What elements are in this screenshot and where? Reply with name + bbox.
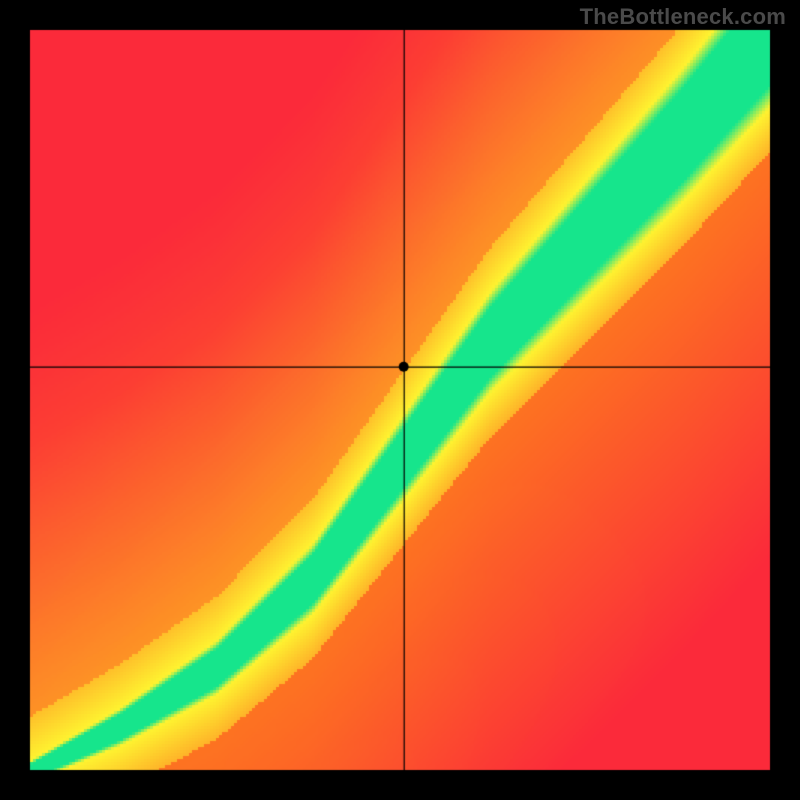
watermark-text: TheBottleneck.com (580, 4, 786, 30)
bottleneck-heatmap (0, 0, 800, 800)
chart-container: TheBottleneck.com (0, 0, 800, 800)
